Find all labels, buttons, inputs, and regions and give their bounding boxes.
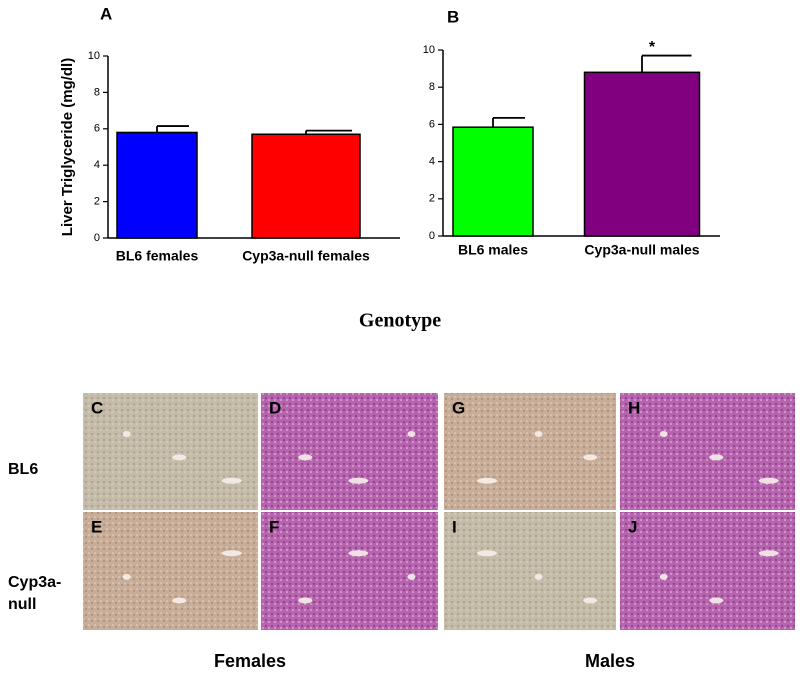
vessel: [172, 454, 187, 461]
vessel: [221, 550, 242, 557]
y-tick-label: 4: [429, 156, 435, 168]
y-tick-label: 10: [423, 44, 435, 56]
vessel: [709, 597, 724, 604]
error-bar: [156, 125, 189, 133]
column-label: Males: [585, 651, 635, 671]
row-label: Cyp3a-: [8, 574, 61, 591]
bar: [583, 71, 701, 237]
vessel: [583, 454, 598, 461]
x-tick-label: Cyp3a-null males: [584, 242, 699, 258]
x-tick-label: Cyp3a-null females: [242, 248, 370, 264]
panel-label: G: [452, 398, 465, 417]
vessel: [583, 597, 598, 604]
x-axis-label: Genotype: [359, 310, 441, 332]
panel-label: H: [628, 398, 640, 417]
y-tick-label: 2: [429, 193, 435, 205]
error-bar: [492, 116, 525, 128]
y-tick-label: 0: [429, 230, 435, 242]
y-tick-label: 6: [429, 118, 435, 130]
vessel: [348, 550, 369, 557]
bar: [116, 131, 198, 239]
y-tick-label: 6: [94, 123, 100, 135]
significance-marker: *: [649, 39, 656, 56]
error-bar: [305, 129, 352, 135]
vessel: [659, 430, 668, 437]
error-bar: [641, 54, 692, 73]
panel-label: I: [452, 517, 457, 536]
histology-grid: C D G H E F I J BL6 Cyp3a-null Females Males: [8, 393, 795, 671]
x-tick-label: BL6 females: [116, 248, 199, 264]
y-tick-label: 10: [88, 50, 100, 62]
panel-label: E: [91, 517, 102, 536]
y-tick-label: 8: [94, 86, 100, 98]
vessel: [659, 573, 668, 580]
vessel: [348, 477, 369, 484]
panel-label: F: [269, 517, 279, 536]
panel-label: A: [100, 4, 112, 23]
micrograph: [83, 393, 258, 510]
row-label: BL6: [8, 461, 38, 478]
vessel: [172, 597, 187, 604]
micrograph: [620, 512, 795, 630]
panel-label: C: [91, 398, 103, 417]
vessel: [221, 477, 242, 484]
micrograph: [444, 393, 616, 510]
vessel: [534, 573, 543, 580]
vessel: [122, 430, 131, 437]
vessel: [709, 454, 724, 461]
vessel: [477, 477, 497, 484]
bar: [251, 133, 361, 239]
panel-label: B: [447, 7, 459, 26]
y-tick-label: 4: [94, 159, 100, 171]
vessel: [122, 573, 131, 580]
x-tick-label: BL6 males: [458, 242, 528, 258]
micrograph: [83, 512, 258, 630]
vessel: [534, 430, 543, 437]
vessel: [298, 597, 313, 604]
micrograph: [620, 393, 795, 510]
micrograph: [444, 512, 616, 630]
vessel: [407, 430, 416, 437]
vessel: [407, 573, 416, 580]
y-tick-label: 0: [94, 232, 100, 244]
vessel: [477, 550, 497, 557]
y-axis-label: Liver Triglyceride (mg/dl): [59, 58, 76, 236]
panel-label: D: [269, 398, 281, 417]
panel-label: J: [628, 517, 637, 536]
vessel: [758, 550, 779, 557]
column-label: Females: [214, 651, 286, 671]
y-tick-label: 8: [429, 81, 435, 93]
row-label: null: [8, 596, 36, 613]
y-tick-label: 2: [94, 196, 100, 208]
vessel: [298, 454, 313, 461]
micrograph: [261, 512, 438, 630]
vessel: [758, 477, 779, 484]
bar: [452, 126, 534, 237]
micrograph: [261, 393, 438, 510]
